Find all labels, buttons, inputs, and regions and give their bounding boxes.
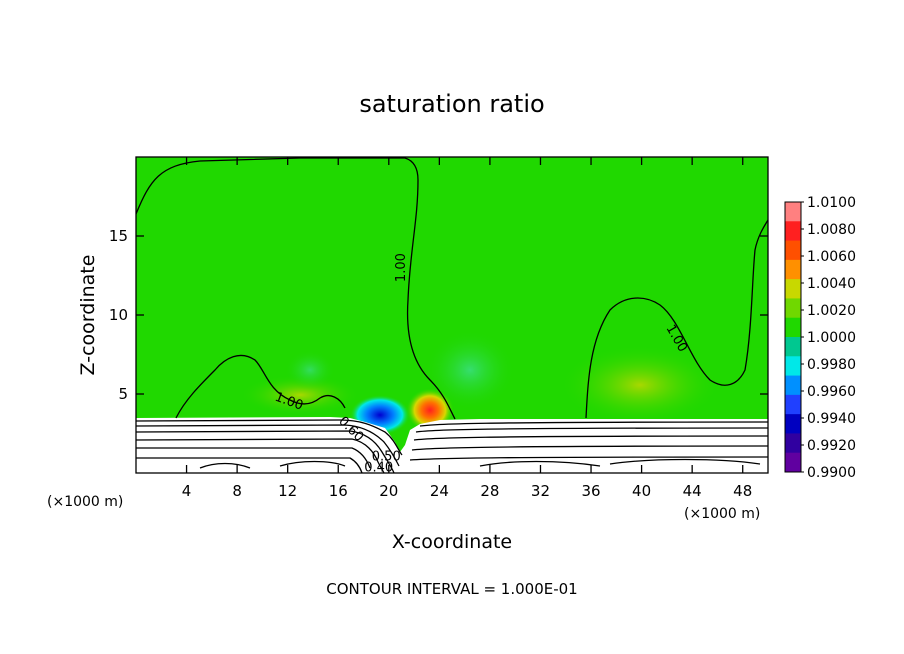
colorbar-swatch <box>785 240 801 261</box>
colorbar-label: 0.9940 <box>807 411 856 427</box>
colorbar-label: 1.0080 <box>807 222 856 238</box>
yellow-patch-right <box>560 345 720 425</box>
colorbar-swatch <box>785 433 801 454</box>
colorbar-swatch <box>785 259 801 280</box>
y-axis-label: Z-coordinate <box>77 255 99 376</box>
x-unit-left: (×1000 m) <box>47 494 123 510</box>
contour-label: 1.00 <box>394 253 409 282</box>
colorbar-swatch <box>785 414 801 434</box>
x-tick-label: 20 <box>379 482 398 500</box>
colorbar-label: 0.9920 <box>807 438 856 454</box>
x-tick-label: 28 <box>480 482 499 500</box>
cyan-patch-center <box>425 330 515 410</box>
y-tick-label: 5 <box>118 385 128 403</box>
x-tick-label: 32 <box>531 482 550 500</box>
x-tick-label: 44 <box>683 482 702 500</box>
x-tick-label: 16 <box>329 482 348 500</box>
x-unit-right: (×1000 m) <box>684 506 760 522</box>
colorbar-swatch <box>785 356 801 377</box>
contour-interval-note: CONTOUR INTERVAL = 1.000E-01 <box>326 580 577 598</box>
colorbar-label: 0.9980 <box>807 357 856 373</box>
colorbar-label: 1.0020 <box>807 303 856 319</box>
colorbar-swatch <box>785 202 801 222</box>
x-tick-label: 4 <box>182 482 192 500</box>
contour-lines <box>136 157 768 473</box>
y-axis: 5 10 15 <box>109 227 768 403</box>
x-tick-label: 8 <box>232 482 242 500</box>
colorbar-swatch <box>785 452 801 473</box>
x-axis: 4 8 12 16 20 24 28 32 36 40 44 48 <box>182 157 752 500</box>
x-tick-label: 36 <box>581 482 600 500</box>
colorbar-swatch <box>785 375 801 396</box>
x-tick-label: 40 <box>632 482 651 500</box>
colorbar-swatch <box>785 279 801 299</box>
contour-field <box>136 157 768 473</box>
colorbar-swatch <box>785 298 801 319</box>
colorbar-swatch <box>785 394 801 415</box>
y-tick-label: 10 <box>109 306 128 324</box>
y-tick-label: 15 <box>109 227 128 245</box>
colorbar-swatch <box>785 317 801 338</box>
colorbar-label: 1.0060 <box>807 249 856 265</box>
cyan-patch-left <box>285 350 335 390</box>
x-tick-label: 24 <box>430 482 449 500</box>
colorbar: 1.0100 1.0080 1.0060 1.0040 1.0020 1.0000 0.99… <box>784 195 856 481</box>
x-tick-label: 12 <box>278 482 297 500</box>
colorbar-label: 0.9900 <box>807 465 856 481</box>
red-supersaturation <box>406 386 454 430</box>
chart-title: saturation ratio <box>359 90 544 118</box>
colorbar-label: 1.0000 <box>807 330 856 346</box>
yellow-patch-left <box>240 375 360 415</box>
x-tick-label: 48 <box>733 482 752 500</box>
colorbar-label: 1.0100 <box>807 195 856 211</box>
colorbar-label: 0.9960 <box>807 384 856 400</box>
x-axis-label: X-coordinate <box>392 531 512 553</box>
colorbar-label: 1.0040 <box>807 276 856 292</box>
contour-label: 0.40 <box>364 460 393 475</box>
colorbar-swatch <box>785 221 801 242</box>
colorbar-swatch <box>785 337 801 357</box>
contour-label: 0.50 <box>372 449 401 464</box>
